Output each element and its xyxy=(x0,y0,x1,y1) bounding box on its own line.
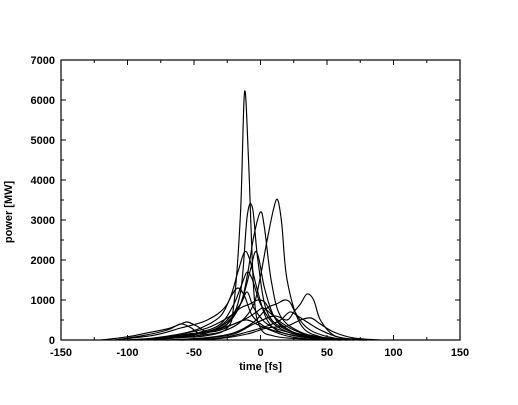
pulse-series-line-4 xyxy=(154,198,348,341)
pulse-series-line-14 xyxy=(100,319,321,341)
x-axis-label: time [fs] xyxy=(239,361,282,373)
y-tick-label: 0 xyxy=(49,335,55,347)
y-tick-label: 5000 xyxy=(31,135,55,147)
x-tick-label: 100 xyxy=(384,347,402,359)
y-tick-label: 7000 xyxy=(31,55,55,67)
y-axis-label: power [MW] xyxy=(3,181,15,244)
y-tick-label: 1000 xyxy=(31,295,55,307)
pulse-series-line-12 xyxy=(140,299,328,341)
pulse-series-line-3 xyxy=(140,211,354,341)
x-tick-label: -50 xyxy=(186,347,202,359)
axis-ticks xyxy=(60,59,461,341)
pulse-series-line-10 xyxy=(167,293,354,341)
y-tick-label: 3000 xyxy=(31,215,55,227)
pulse-series-line-8 xyxy=(114,291,341,341)
pulse-series-line-1 xyxy=(127,90,367,341)
x-tick-label: -100 xyxy=(116,347,138,359)
axis-tick-labels: -150 -100 -50 0 50 100 150 0 1000 2000 3000 4000 500… xyxy=(31,55,470,359)
y-tick-label: 2000 xyxy=(31,255,55,267)
y-tick-label: 4000 xyxy=(31,175,55,187)
pulse-series-line-13 xyxy=(154,307,341,341)
pulse-series-group xyxy=(100,90,381,341)
x-tick-label: 150 xyxy=(451,347,469,359)
x-tick-label: -150 xyxy=(50,347,72,359)
pulse-series-line-11 xyxy=(167,299,354,341)
x-tick-label: 50 xyxy=(321,347,333,359)
y-tick-label: 6000 xyxy=(31,95,55,107)
pulse-series-line-16 xyxy=(180,317,381,341)
plot-frame xyxy=(60,59,461,341)
pulse-series-line-15 xyxy=(180,311,367,341)
x-tick-label: 0 xyxy=(257,347,263,359)
